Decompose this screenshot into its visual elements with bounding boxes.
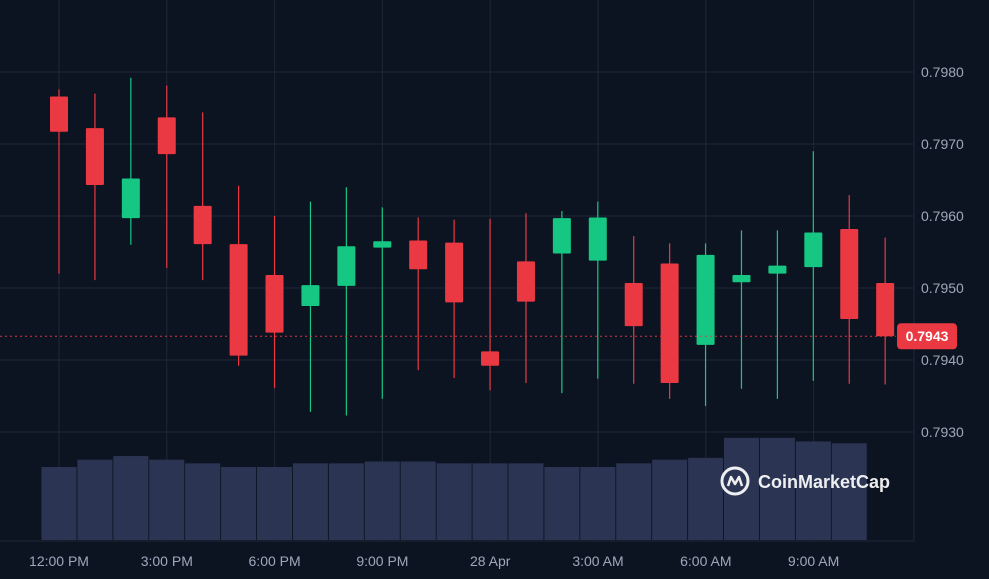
volume-bars <box>41 437 867 540</box>
candle-up <box>301 201 320 412</box>
x-tick-label: 3:00 AM <box>572 553 623 569</box>
candle-body <box>229 244 248 356</box>
candle-body <box>265 275 284 333</box>
candle-down <box>516 213 535 384</box>
candle-body <box>516 261 535 302</box>
volume-bar <box>41 467 77 540</box>
candle-body <box>768 265 787 274</box>
candle-body <box>624 282 643 327</box>
candle-body <box>445 242 464 303</box>
volume-bar <box>292 463 328 540</box>
candle-body <box>876 282 895 337</box>
volume-bar <box>436 463 472 540</box>
volume-bar <box>652 459 688 540</box>
candle-down <box>445 219 464 378</box>
volume-bar <box>688 457 724 540</box>
candle-body <box>50 96 68 132</box>
volume-bar <box>616 463 652 540</box>
y-tick-label: 0.7970 <box>921 136 964 152</box>
coinmarketcap-logo-icon <box>720 466 750 496</box>
candle-up <box>732 230 751 389</box>
candle-body <box>409 240 428 270</box>
candle-body <box>301 285 320 306</box>
candle-body <box>660 263 679 384</box>
volume-bar <box>257 467 293 540</box>
candle-body <box>157 117 176 155</box>
candle-down <box>624 236 643 384</box>
y-axis: 0.7980 0.7970 0.7960 0.7950 0.7940 0.7930 <box>921 64 964 440</box>
candle-body <box>85 128 104 186</box>
volume-bar <box>221 467 257 540</box>
candle-body <box>373 241 392 248</box>
volume-bar <box>185 463 221 540</box>
current-price-tag <box>897 323 957 350</box>
volume-bar <box>580 467 616 540</box>
volume-bar <box>364 461 400 540</box>
volume-bar <box>831 443 867 540</box>
volume-bar <box>759 437 795 540</box>
candle-down <box>265 216 284 389</box>
candle-up <box>804 151 823 381</box>
candle-body <box>121 178 140 219</box>
volume-bar <box>328 463 364 540</box>
candle-down <box>876 237 895 385</box>
candle-body <box>481 351 500 366</box>
volume-bar <box>508 463 544 540</box>
candle-up <box>768 230 787 399</box>
candle-down <box>50 89 68 274</box>
candle-body <box>732 275 751 283</box>
x-tick-label: 6:00 AM <box>680 553 731 569</box>
coinmarketcap-watermark: CoinMarketCap <box>720 466 890 496</box>
candle-body <box>840 228 859 319</box>
current-price-label: 0.7943 <box>906 328 949 344</box>
volume-bar <box>77 459 113 540</box>
candle-up <box>121 77 140 245</box>
candle-down <box>157 85 176 268</box>
watermark-label: CoinMarketCap <box>758 472 890 492</box>
candle-up <box>337 187 356 416</box>
x-tick-label: 12:00 PM <box>29 553 89 569</box>
candle-body <box>552 218 571 254</box>
y-tick-label: 0.7980 <box>921 64 964 80</box>
candle-down <box>840 195 859 384</box>
candle-up <box>696 243 715 407</box>
volume-bar <box>795 441 831 540</box>
volume-bar <box>472 463 508 540</box>
y-tick-label: 0.7930 <box>921 424 964 440</box>
x-tick-label: 9:00 PM <box>356 553 408 569</box>
candle-body <box>696 254 715 345</box>
candle-body <box>193 205 212 245</box>
x-tick-label: 6:00 PM <box>249 553 301 569</box>
volume-bar <box>149 459 185 540</box>
y-tick-label: 0.7940 <box>921 352 964 368</box>
volume-bar <box>400 461 436 540</box>
candle-up <box>552 210 571 394</box>
candle-up <box>373 207 392 399</box>
candle-body <box>588 217 607 261</box>
candle-up <box>588 201 607 379</box>
x-tick-label: 28 Apr <box>470 553 511 569</box>
x-tick-label: 3:00 PM <box>141 553 193 569</box>
candle-down <box>229 185 248 366</box>
candle-down <box>409 217 428 371</box>
candle-body <box>337 246 356 286</box>
candle-down <box>660 243 679 399</box>
candles <box>50 77 895 416</box>
volume-bar <box>544 467 580 540</box>
volume-bar <box>113 456 149 540</box>
candle-down <box>481 218 500 391</box>
x-tick-label: 9:00 AM <box>788 553 839 569</box>
candle-body <box>804 232 823 268</box>
x-axis: 12:00 PM 3:00 PM 6:00 PM 9:00 PM 28 Apr 3:00 … <box>29 553 839 569</box>
y-tick-label: 0.7950 <box>921 280 964 296</box>
candle-down <box>193 112 212 281</box>
candle-down <box>85 93 104 281</box>
volume-bar <box>723 437 759 540</box>
y-tick-label: 0.7960 <box>921 208 964 224</box>
